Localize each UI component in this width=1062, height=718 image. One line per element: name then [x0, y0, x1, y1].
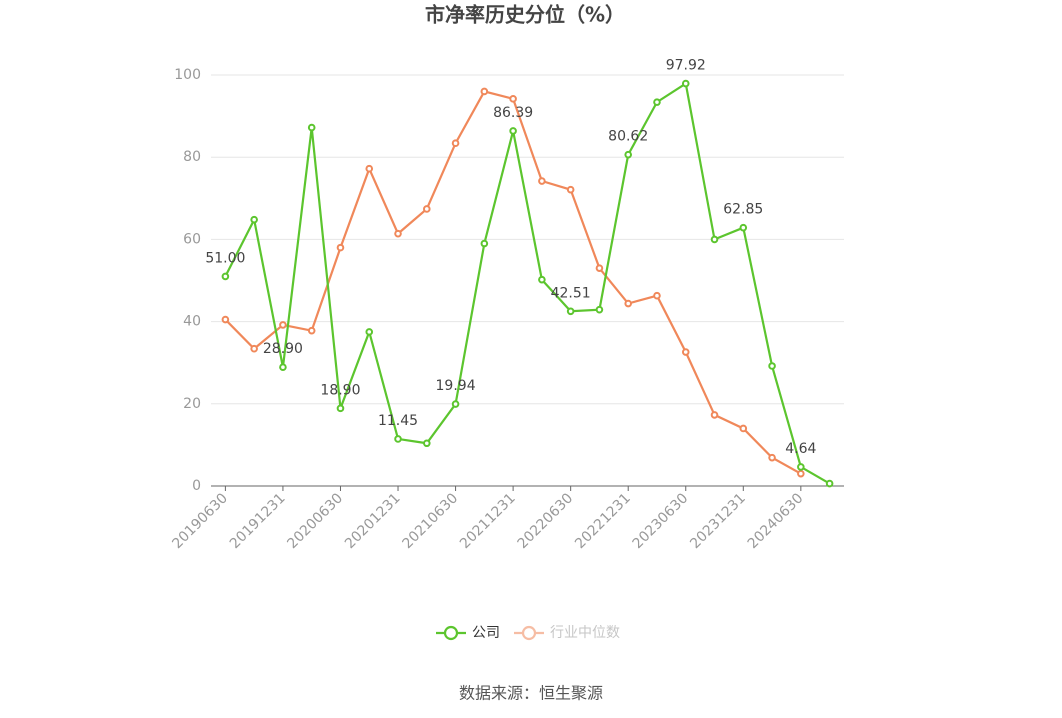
- point: [509, 127, 517, 135]
- legend-marker: [443, 625, 459, 641]
- point: [336, 243, 345, 252]
- data-label: 19.94: [436, 378, 476, 394]
- data-label: 86.39: [493, 105, 533, 121]
- point: [768, 453, 776, 462]
- point: [538, 275, 546, 284]
- data-label: 28.90: [263, 341, 303, 357]
- point: [739, 424, 748, 433]
- x-tick-label: 20211231: [457, 490, 519, 552]
- point: [480, 239, 489, 248]
- y-tick-label: 100: [174, 67, 201, 83]
- series-line: [224, 81, 831, 485]
- point: [422, 439, 431, 448]
- y-tick-label: 80: [183, 149, 201, 165]
- x-tick-label: 20230630: [630, 490, 692, 552]
- point: [595, 305, 604, 314]
- y-tick-label: 40: [183, 314, 201, 330]
- point: [509, 95, 517, 103]
- point: [768, 362, 776, 370]
- point: [739, 223, 748, 232]
- point: [681, 79, 690, 88]
- data-label: 11.45: [378, 413, 418, 429]
- x-tick-label: 20210630: [400, 490, 462, 552]
- point: [336, 404, 345, 413]
- legend-marker: [521, 625, 537, 641]
- point: [279, 363, 287, 372]
- point: [221, 315, 230, 324]
- point: [307, 326, 316, 335]
- point: [595, 264, 604, 272]
- x-tick-label: 20200630: [284, 490, 346, 552]
- point: [250, 215, 258, 224]
- point: [797, 463, 805, 471]
- x-tick-label: 20190630: [169, 490, 231, 552]
- point: [566, 185, 575, 194]
- data-label: 42.51: [551, 285, 591, 301]
- x-tick-label: 20221231: [572, 490, 634, 552]
- point: [681, 348, 690, 356]
- data-label: 97.92: [666, 58, 706, 74]
- point: [566, 307, 575, 316]
- point: [653, 291, 661, 300]
- x-tick-label: 20201231: [342, 490, 404, 552]
- x-tick-label: 20231231: [687, 490, 749, 552]
- x-tick-label: 20191231: [227, 490, 289, 552]
- data-label: 80.62: [608, 129, 648, 145]
- data-label: 62.85: [723, 202, 763, 218]
- point: [307, 123, 316, 132]
- y-tick-label: 60: [183, 231, 201, 247]
- legend-item: 公司: [436, 625, 500, 641]
- point: [624, 150, 633, 159]
- legend-item: 行业中位数: [514, 625, 620, 641]
- chart-title: 市净率历史分位（%）: [425, 3, 625, 27]
- legend-label: 行业中位数: [550, 625, 620, 641]
- point: [797, 469, 805, 478]
- point: [279, 321, 287, 329]
- point: [365, 328, 374, 336]
- point: [538, 177, 546, 185]
- data-label: 4.64: [785, 441, 816, 457]
- data-label: 18.90: [320, 382, 360, 398]
- point: [480, 87, 489, 96]
- point: [221, 272, 230, 281]
- point: [394, 435, 402, 443]
- point: [451, 139, 460, 148]
- data-label: 51.00: [205, 250, 245, 266]
- point: [250, 344, 258, 353]
- x-tick-label: 20220630: [515, 490, 577, 552]
- point: [422, 205, 431, 213]
- point: [365, 164, 374, 173]
- x-tick-label: 20240630: [745, 490, 807, 552]
- legend-label: 公司: [472, 625, 500, 641]
- source: 数据来源：恒生聚源: [459, 684, 603, 703]
- point: [394, 229, 402, 238]
- point: [710, 235, 719, 244]
- point: [653, 98, 661, 106]
- y-tick-label: 0: [192, 478, 201, 494]
- y-tick-label: 20: [183, 396, 201, 412]
- point: [451, 400, 460, 408]
- point: [825, 479, 834, 488]
- point: [624, 299, 633, 308]
- point: [710, 411, 719, 419]
